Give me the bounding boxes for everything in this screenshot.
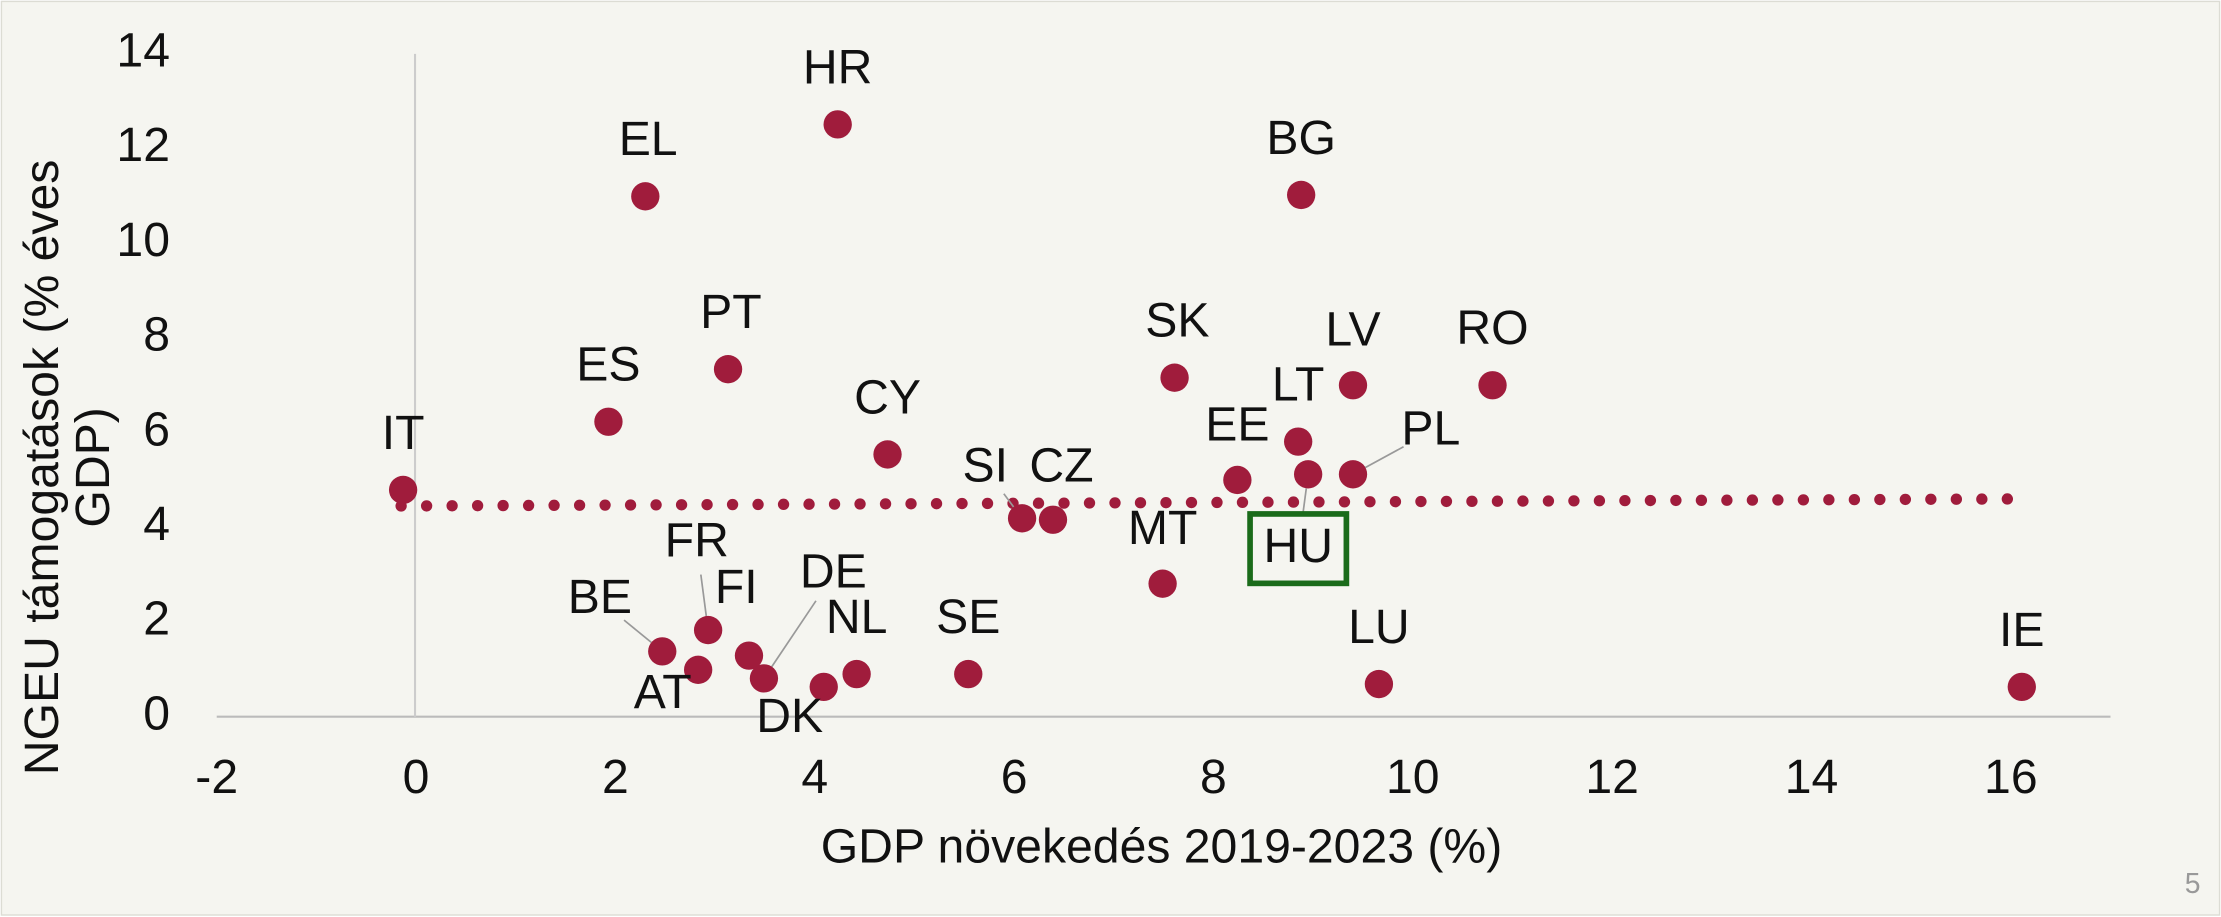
point	[842, 659, 871, 689]
x-tick-label: 16	[1984, 750, 2038, 804]
y-tick-label: 14	[116, 24, 170, 78]
point-label: FR	[665, 513, 729, 567]
point-label: EL	[619, 112, 678, 166]
leader-line	[623, 619, 652, 644]
point	[1148, 569, 1177, 598]
point	[1284, 427, 1313, 456]
point-label: LU	[1348, 600, 1410, 654]
point	[1364, 669, 1394, 699]
point	[873, 440, 902, 469]
x-tick-label: 4	[801, 750, 828, 804]
point	[2007, 672, 2036, 702]
point-label: SE	[936, 590, 1000, 644]
point-label: IT	[382, 406, 425, 460]
point-label: SI	[963, 438, 1009, 492]
x-tick-label: 12	[1585, 750, 1639, 804]
leader-line	[1365, 445, 1404, 469]
x-tick-label: 8	[1200, 750, 1227, 804]
point-label: LT	[1272, 358, 1325, 412]
y-tick-label: 10	[116, 213, 170, 267]
point-label: DK	[756, 689, 823, 743]
point-label: BE	[568, 570, 632, 624]
leader-line	[1003, 493, 1015, 508]
point	[713, 355, 743, 384]
point	[1286, 180, 1316, 210]
point-label: MT	[1128, 501, 1198, 555]
point-label: BG	[1266, 111, 1336, 165]
point-label: LV	[1325, 303, 1380, 357]
point-label: PT	[700, 285, 762, 339]
x-tick-label: 14	[1785, 750, 1839, 804]
point	[1338, 371, 1368, 400]
point	[809, 672, 838, 702]
point-label: DE	[800, 545, 867, 599]
point	[823, 110, 852, 139]
point-label: HR	[803, 40, 873, 94]
y-axis-label: NGEU támogatások (% éves GDP)	[17, 159, 121, 776]
point	[648, 637, 677, 666]
x-tick-label: 0	[403, 750, 430, 804]
point	[1038, 505, 1068, 534]
point-label: FI	[715, 560, 758, 614]
point	[1160, 363, 1189, 392]
point-label: PL	[1401, 402, 1460, 456]
point	[1007, 504, 1037, 533]
x-tick-label: -2	[195, 750, 238, 804]
x-tick-label: 10	[1386, 750, 1440, 804]
point-label: EE	[1205, 397, 1269, 451]
point	[1293, 460, 1323, 489]
point-label: IE	[1999, 603, 2045, 657]
point-label: CZ	[1029, 438, 1093, 492]
page-number: 5	[2185, 868, 2201, 900]
point	[683, 655, 713, 685]
point-label: NL	[826, 590, 888, 644]
x-axis-label: GDP növekedés 2019-2023 (%)	[821, 820, 1503, 874]
point-label: ES	[576, 338, 640, 392]
leader-line	[771, 600, 817, 668]
point	[734, 641, 764, 670]
point-label: CY	[854, 370, 921, 424]
y-tick-label: 2	[143, 592, 170, 646]
point-label: AT	[634, 665, 692, 719]
point	[1223, 465, 1252, 495]
y-tick-label: 0	[143, 686, 170, 740]
point-label: SK	[1145, 294, 1209, 348]
x-tick-label: 6	[1001, 750, 1028, 804]
point-label: HU	[1263, 519, 1333, 573]
point	[749, 664, 779, 693]
point	[1478, 371, 1507, 400]
y-tick-label: 8	[143, 308, 170, 362]
trendline	[395, 493, 2027, 512]
point	[388, 475, 418, 505]
point	[594, 407, 623, 436]
point	[1338, 460, 1368, 489]
x-tick-label: 2	[602, 750, 629, 804]
y-tick-label: 6	[143, 402, 170, 456]
point	[631, 182, 660, 211]
y-tick-label: 4	[143, 497, 170, 551]
point	[954, 659, 983, 689]
y-tick-label: 12	[116, 118, 170, 172]
point	[693, 615, 723, 645]
leader-line	[699, 574, 708, 617]
highlight-box	[1247, 511, 1350, 587]
leader-line	[1302, 488, 1308, 512]
point-label: RO	[1456, 301, 1528, 355]
